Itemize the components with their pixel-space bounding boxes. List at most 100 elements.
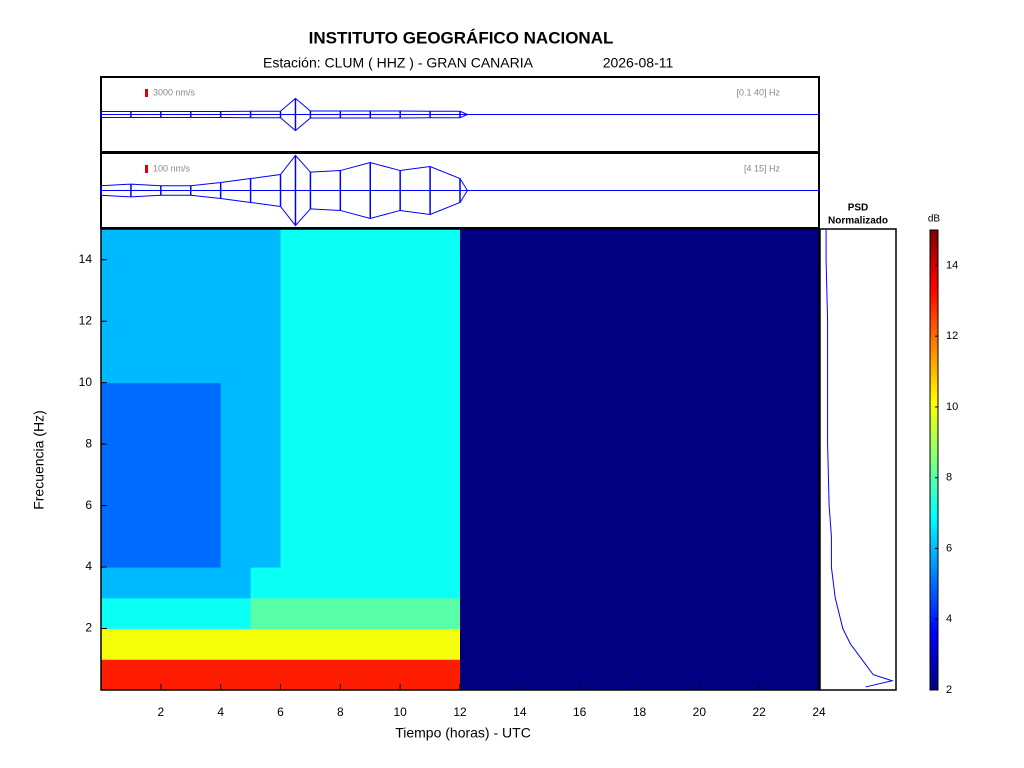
heatmap-cell bbox=[101, 597, 132, 630]
heatmap-cell bbox=[430, 351, 461, 384]
heatmap-cell bbox=[370, 659, 401, 691]
heatmap-cell bbox=[101, 321, 132, 353]
heatmap-cell bbox=[430, 505, 461, 537]
heatmap-cell bbox=[699, 659, 730, 691]
heatmap-cell bbox=[190, 536, 222, 568]
heatmap-cell bbox=[430, 567, 461, 599]
heatmap-cell bbox=[250, 597, 281, 630]
heatmap-cell bbox=[609, 659, 640, 691]
heatmap-cell bbox=[789, 444, 820, 476]
heatmap-cell bbox=[669, 628, 700, 660]
heatmap-cell bbox=[519, 229, 551, 261]
heatmap-cell bbox=[340, 229, 371, 261]
heatmap-cell bbox=[130, 382, 162, 414]
heatmap-cell bbox=[699, 382, 730, 414]
heatmap-cell bbox=[639, 567, 670, 599]
heatmap-cell bbox=[430, 290, 461, 322]
heatmap-cell bbox=[460, 382, 491, 414]
heatmap-cell bbox=[160, 413, 192, 445]
colorbar-tick-label: 2 bbox=[946, 684, 952, 696]
heatmap-cell bbox=[220, 229, 252, 261]
heatmap-cell bbox=[489, 259, 521, 291]
heatmap-cell bbox=[160, 628, 192, 660]
heatmap-cell bbox=[370, 413, 401, 445]
heatmap-cell bbox=[160, 474, 192, 507]
heatmap-cell bbox=[190, 413, 222, 445]
heatmap-cell bbox=[639, 659, 670, 691]
heatmap-cell bbox=[340, 474, 371, 507]
heatmap-cell bbox=[489, 505, 521, 537]
heatmap-cell bbox=[280, 351, 311, 384]
heatmap-cell bbox=[430, 474, 461, 507]
heatmap-cell bbox=[220, 290, 252, 322]
heatmap-cell bbox=[310, 628, 341, 660]
heatmap-cell bbox=[759, 321, 790, 353]
heatmap-cell bbox=[639, 229, 670, 261]
heatmap-cell bbox=[130, 597, 162, 630]
x-tick-label: 6 bbox=[277, 705, 284, 719]
heatmap-cell bbox=[310, 351, 341, 384]
heatmap-cell bbox=[699, 351, 730, 384]
heatmap-cell bbox=[310, 567, 341, 599]
heatmap-cell bbox=[699, 536, 730, 568]
colorbar-tick-label: 12 bbox=[946, 330, 958, 342]
heatmap-cell bbox=[250, 351, 281, 384]
heatmap-cell bbox=[519, 597, 551, 630]
heatmap-cell bbox=[130, 659, 162, 691]
heatmap-cell bbox=[460, 444, 491, 476]
heatmap-cell bbox=[579, 536, 611, 568]
heatmap-cell bbox=[609, 413, 640, 445]
heatmap-cell bbox=[340, 597, 371, 630]
heatmap-cell bbox=[759, 567, 790, 599]
heatmap-cell bbox=[609, 505, 640, 537]
heatmap-cell bbox=[101, 628, 132, 660]
heatmap-cell bbox=[400, 351, 431, 384]
y-tick-label: 10 bbox=[79, 375, 93, 389]
heatmap-cell bbox=[310, 474, 341, 507]
heatmap-cell bbox=[310, 597, 341, 630]
y-tick-label: 2 bbox=[85, 621, 92, 635]
heatmap-cell bbox=[310, 229, 341, 261]
heatmap-cell bbox=[160, 229, 192, 261]
heatmap-cell bbox=[669, 567, 700, 599]
heatmap-cell bbox=[759, 536, 790, 568]
heatmap-cell bbox=[130, 259, 162, 291]
heatmap-cell bbox=[400, 229, 431, 261]
heatmap-cell bbox=[489, 413, 521, 445]
heatmap-cell bbox=[579, 567, 611, 599]
heatmap-cell bbox=[669, 290, 700, 322]
heatmap-cell bbox=[789, 659, 820, 691]
heatmap-cell bbox=[759, 413, 790, 445]
heatmap-cell bbox=[160, 444, 192, 476]
chart-subtitle: Estación: CLUM ( HHZ ) - GRAN CANARIA bbox=[263, 55, 534, 71]
heatmap-cell bbox=[789, 567, 820, 599]
heatmap-cell bbox=[220, 474, 252, 507]
colorbar-tick-label: 6 bbox=[946, 542, 952, 554]
heatmap-cell bbox=[699, 505, 730, 537]
heatmap-cell bbox=[729, 290, 760, 322]
heatmap-cell bbox=[370, 444, 401, 476]
heatmap-cell bbox=[130, 413, 162, 445]
colorbar-tick-label: 8 bbox=[946, 472, 952, 484]
heatmap-cell bbox=[310, 659, 341, 691]
heatmap-cell bbox=[160, 536, 192, 568]
heatmap-cell bbox=[639, 290, 670, 322]
heatmap-cell bbox=[729, 321, 760, 353]
heatmap-cell bbox=[789, 505, 820, 537]
heatmap-cell bbox=[370, 259, 401, 291]
heatmap-cell bbox=[729, 597, 760, 630]
heatmap-cell bbox=[430, 659, 461, 691]
scale-bar bbox=[145, 88, 148, 98]
heatmap-cell bbox=[250, 628, 281, 660]
heatmap-cell bbox=[699, 444, 730, 476]
heatmap-cell bbox=[130, 628, 162, 660]
heatmap-cell bbox=[130, 229, 162, 261]
heatmap-cell bbox=[130, 474, 162, 507]
heatmap-cell bbox=[250, 413, 281, 445]
heatmap-cell bbox=[190, 382, 222, 414]
heatmap-cell bbox=[250, 536, 281, 568]
heatmap-cell bbox=[789, 536, 820, 568]
heatmap-cell bbox=[280, 567, 311, 599]
